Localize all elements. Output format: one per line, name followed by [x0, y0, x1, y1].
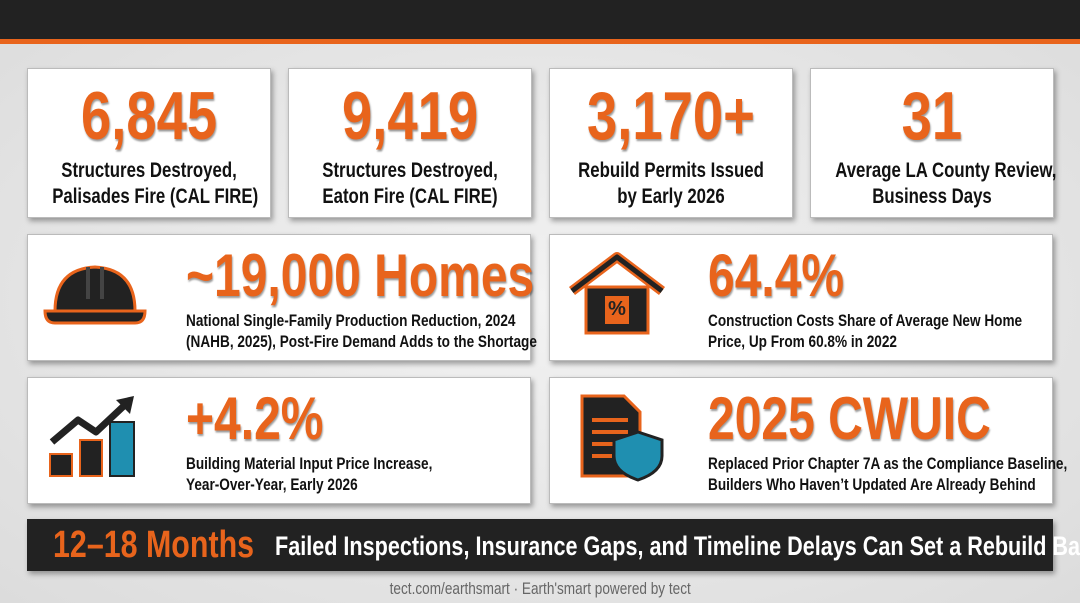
stat-value-text: 9,419 — [341, 78, 479, 154]
highlight-value: +4.2% — [186, 384, 358, 453]
highlight-value-text: 2025 CWUIC — [708, 385, 991, 452]
stat-card: 3,170+ Rebuild Permits Issued by Early 202… — [549, 68, 793, 218]
banner-value-text: 12–18 Months — [53, 524, 255, 566]
top-bar — [0, 0, 1080, 44]
document-shield-icon — [580, 394, 664, 482]
highlight-card: +4.2% Building Material Input Price Incre… — [27, 377, 531, 504]
stat-value: 6,845 — [28, 77, 270, 155]
stat-label-line: Eaton Fire (CAL FIRE) — [322, 185, 498, 208]
highlight-value: 64.4% — [708, 241, 878, 310]
stat-card: 6,845 Structures Destroyed, Palisades Fire… — [27, 68, 271, 218]
banner-value: 12–18 Months — [53, 524, 304, 567]
banner-text-line: Failed Inspections, Insurance Gaps, and … — [275, 531, 1080, 561]
house-icon: % — [568, 252, 666, 335]
highlight-label-line: Builders Who Haven’t Updated Are Already… — [708, 475, 1036, 494]
highlight-label-line: Replaced Prior Chapter 7A as the Complia… — [708, 454, 1068, 473]
banner: 12–18 Months Failed Inspections, Insuran… — [27, 519, 1080, 571]
stat-label-line: Rebuild Permits Issued — [578, 159, 764, 182]
stat-label-line: Palisades Fire (CAL FIRE) — [52, 185, 259, 208]
stat-value: 3,170+ — [550, 77, 792, 155]
highlight-value-text: +4.2% — [186, 385, 324, 452]
stat-value: 31 — [811, 77, 1053, 155]
highlight-label-line: Year-Over-Year, Early 2026 — [186, 475, 358, 494]
highlight-card: % 64.4% Construction Costs Share of Avera… — [549, 234, 1053, 361]
stat-card: 9,419 Structures Destroyed, Eaton Fire (CA… — [288, 68, 532, 218]
stat-card: 31 Average LA County Review, Business Days — [810, 68, 1057, 218]
hard-hat-icon — [43, 265, 147, 325]
stat-value-text: 6,845 — [80, 78, 218, 154]
stat-label-line: by Early 2026 — [617, 185, 725, 208]
stat-label-line: Business Days — [872, 185, 992, 208]
stat-label-line: Average LA County Review, — [835, 159, 1057, 182]
footer: tect.com/earthsmart · Earth'smart powere… — [0, 579, 1080, 599]
highlight-label-line: Construction Costs Share of Average New … — [708, 311, 1023, 330]
highlight-value: ~19,000 Homes — [186, 241, 621, 310]
highlight-label-line: National Single-Family Production Reduct… — [186, 311, 516, 330]
stat-label-line: Structures Destroyed, — [61, 159, 237, 182]
highlight-value-text: ~19,000 Homes — [186, 242, 535, 309]
highlight-label-line: (NAHB, 2025), Post-Fire Demand Adds to t… — [186, 332, 537, 351]
stat-value: 9,419 — [289, 77, 531, 155]
highlight-value: 2025 CWUIC — [708, 384, 1061, 453]
highlight-card: 2025 CWUIC Replaced Prior Chapter 7A as t… — [549, 377, 1067, 504]
stat-label: Structures Destroyed, Palisades Fire (CAL… — [28, 158, 270, 210]
highlight-value-text: 64.4% — [708, 242, 845, 309]
banner-text: Failed Inspections, Insurance Gaps, and … — [275, 531, 1080, 562]
highlight-label: Building Material Input Price Increase, Y… — [186, 453, 494, 495]
stat-label-line: Structures Destroyed, — [322, 159, 498, 182]
growth-chart-icon — [49, 396, 135, 477]
highlight-label: Construction Costs Share of Average New … — [708, 310, 1080, 352]
stat-label: Structures Destroyed, Eaton Fire (CAL FIR… — [289, 158, 531, 210]
svg-text:%: % — [608, 298, 626, 320]
highlight-label: National Single-Family Production Reduct… — [186, 310, 625, 352]
stat-value-text: 31 — [901, 78, 963, 154]
footer-text: tect.com/earthsmart · Earth'smart powere… — [389, 579, 691, 598]
stat-label: Rebuild Permits Issued by Early 2026 — [550, 158, 792, 210]
highlight-card: ~19,000 Homes National Single-Family Prod… — [27, 234, 537, 361]
highlight-label-line: Building Material Input Price Increase, — [186, 454, 433, 473]
stat-value-text: 3,170+ — [587, 78, 755, 154]
highlight-label: Replaced Prior Chapter 7A as the Complia… — [708, 453, 1080, 495]
highlight-label-line: Price, Up From 60.8% in 2022 — [708, 332, 897, 351]
stat-label: Average LA County Review, Business Days — [811, 158, 1057, 210]
